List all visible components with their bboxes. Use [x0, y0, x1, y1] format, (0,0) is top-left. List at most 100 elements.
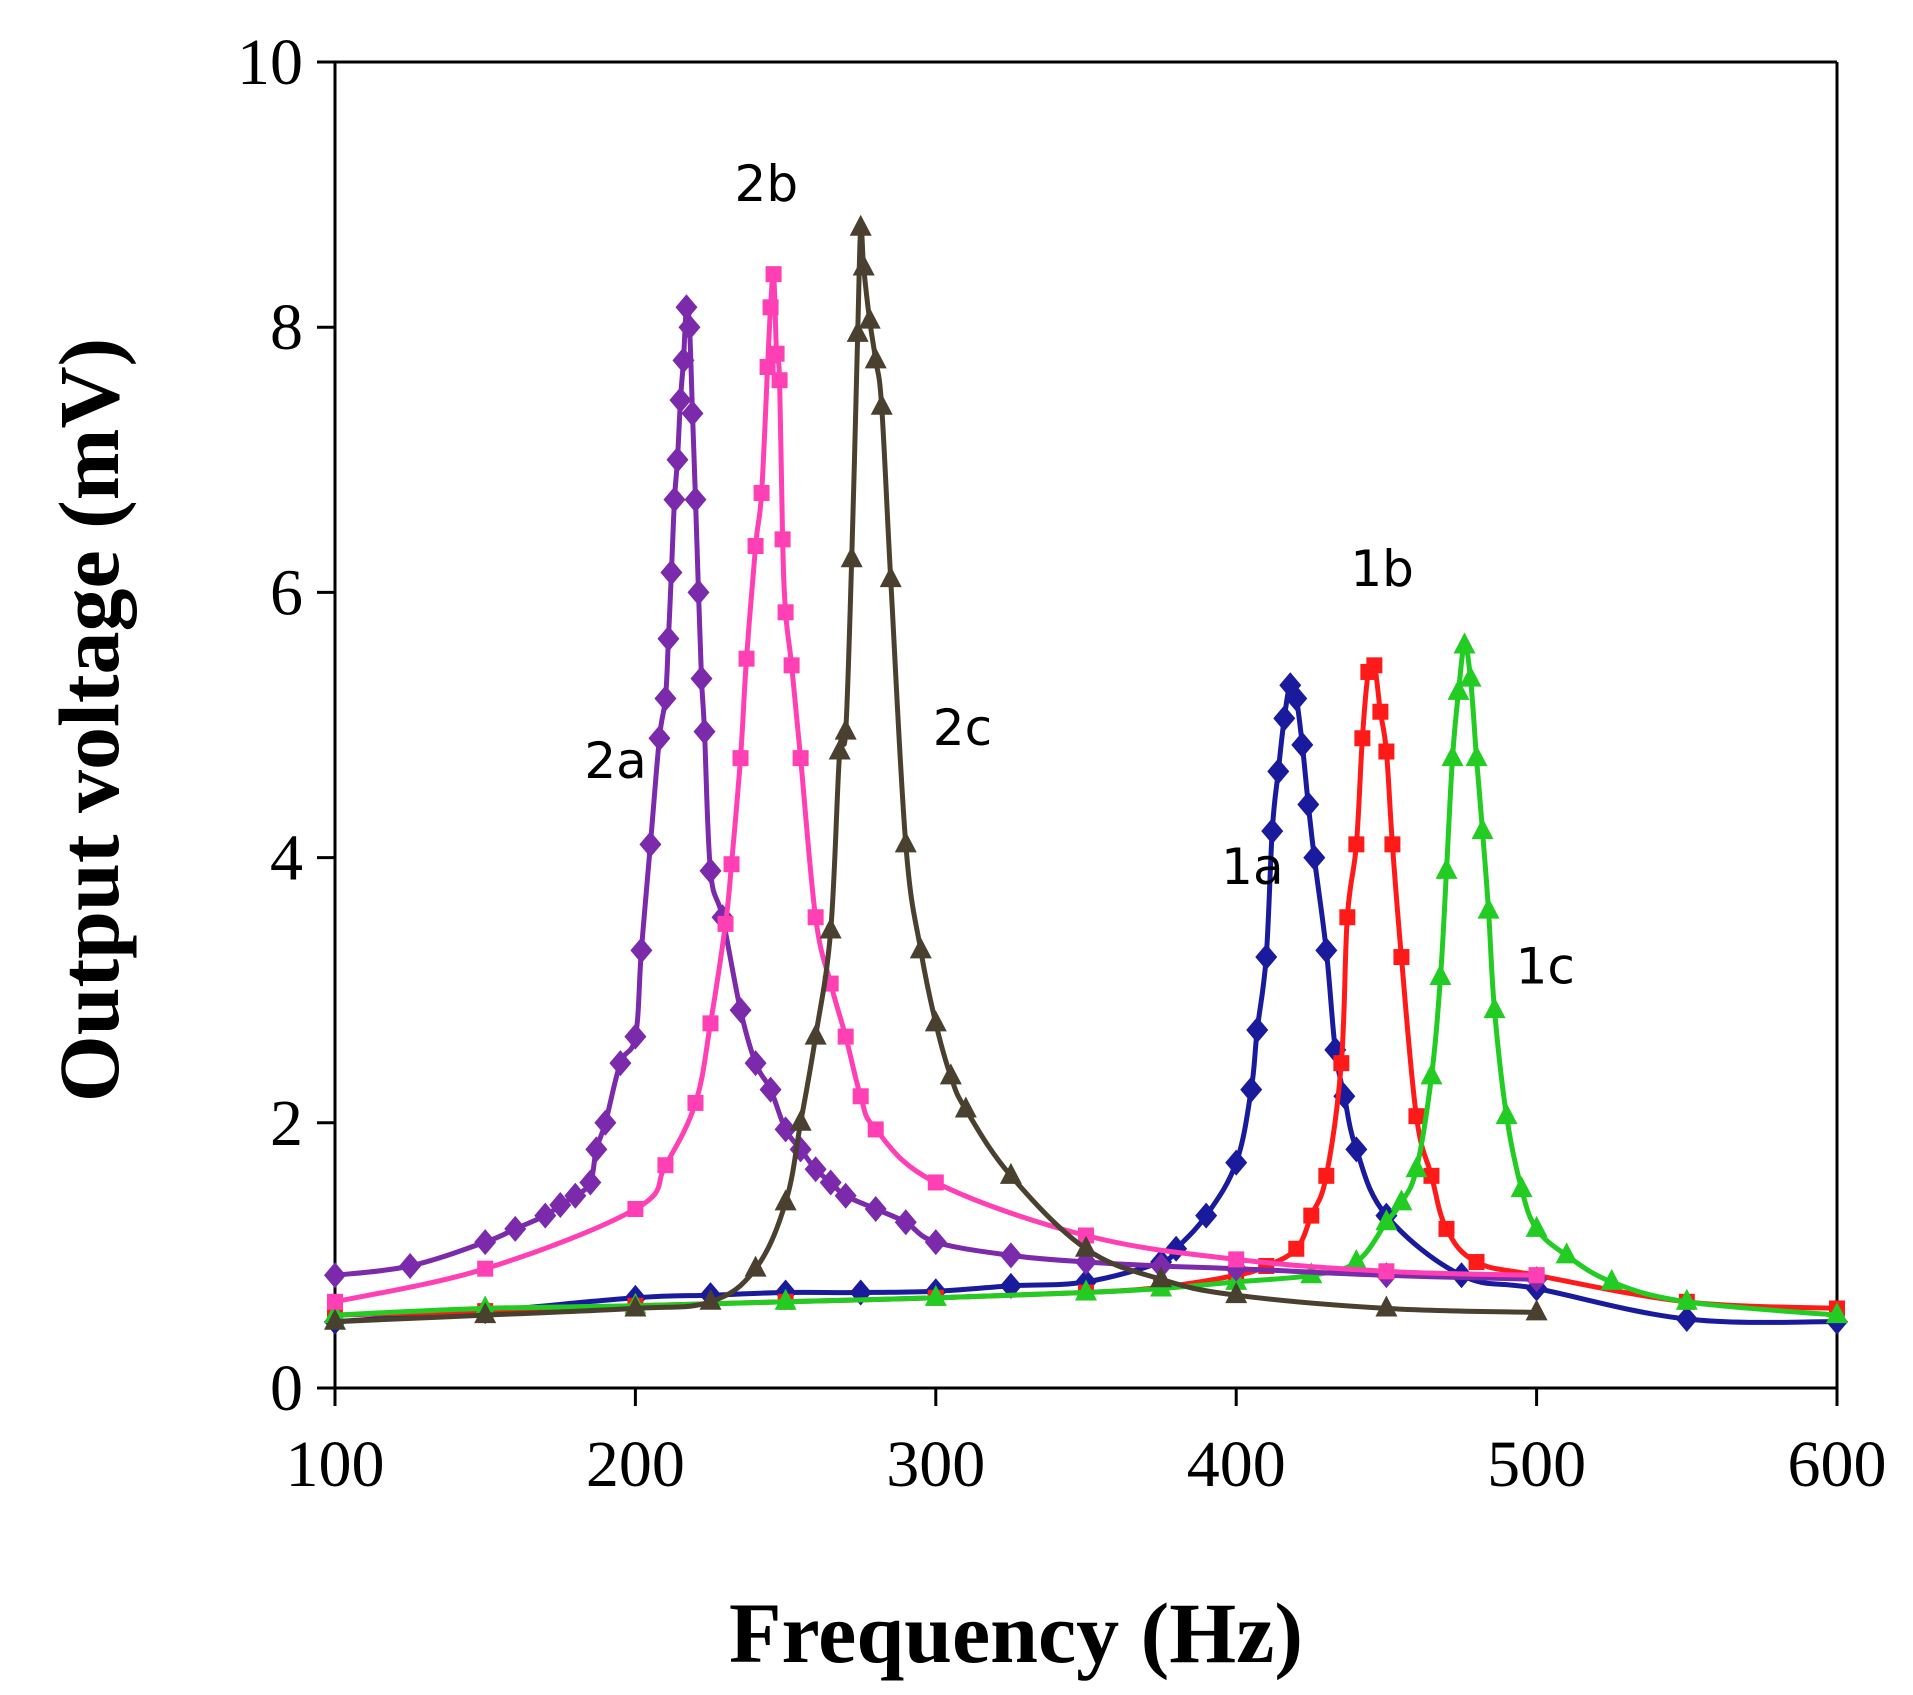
data-point-2a — [699, 857, 722, 884]
data-point-2a — [804, 1156, 827, 1183]
data-point-1b — [1468, 1254, 1485, 1271]
data-point-2b — [927, 1174, 944, 1191]
data-point-2a — [624, 1023, 647, 1050]
data-point-2b — [327, 1293, 343, 1310]
data-point-1b — [1378, 743, 1395, 760]
data-point-2a — [534, 1202, 557, 1229]
data-point-2b — [477, 1260, 494, 1277]
series-2b — [327, 266, 1545, 1310]
data-point-2c — [1150, 1266, 1173, 1288]
data-point-1b — [1366, 657, 1383, 674]
data-point-2b — [852, 1088, 869, 1105]
data-point-1c — [1429, 963, 1452, 985]
data-point-1c — [1471, 818, 1494, 840]
series-label-1a: 1a — [1221, 838, 1283, 896]
data-point-1a — [1675, 1306, 1698, 1333]
data-point-2c — [909, 937, 932, 959]
data-point-2b — [753, 484, 770, 501]
data-point-1c — [1453, 632, 1476, 654]
data-point-2a — [663, 486, 686, 513]
data-point-1a — [1225, 1149, 1248, 1176]
data-point-2b — [774, 531, 791, 548]
x-tick-label: 400 — [1187, 1428, 1286, 1501]
data-point-2c — [846, 320, 869, 342]
data-point-1b — [1333, 1055, 1350, 1072]
data-point-2a — [744, 1050, 767, 1077]
data-point-2a — [672, 347, 695, 374]
data-point-2a — [594, 1109, 617, 1136]
data-point-2c — [849, 214, 872, 236]
data-point-2a — [678, 314, 701, 341]
data-point-2c — [924, 1010, 947, 1032]
series-1c — [324, 632, 1848, 1324]
data-point-1c — [1390, 1189, 1413, 1211]
series-2c — [324, 214, 1548, 1330]
data-point-2a — [864, 1195, 887, 1222]
data-point-1a — [1240, 1076, 1263, 1103]
data-point-1a — [1303, 844, 1326, 871]
data-point-1c — [1826, 1302, 1848, 1324]
data-point-2c — [828, 738, 851, 760]
data-point-1b — [1339, 909, 1356, 926]
data-point-2b — [1378, 1263, 1395, 1280]
data-point-1a — [1297, 791, 1320, 818]
series-label-1c: 1c — [1516, 938, 1575, 996]
data-point-2b — [747, 537, 764, 554]
data-point-2c — [804, 1023, 827, 1045]
x-tick-label: 600 — [1788, 1428, 1887, 1501]
data-point-2c — [840, 546, 863, 568]
data-point-2b — [1228, 1251, 1245, 1268]
data-point-2b — [723, 856, 740, 873]
data-point-2c — [939, 1063, 962, 1085]
series-label-1b: 1b — [1350, 540, 1414, 598]
data-point-1c — [1465, 745, 1488, 767]
data-point-2c — [744, 1255, 767, 1277]
data-point-1b — [1288, 1240, 1305, 1257]
data-point-2a — [666, 446, 689, 473]
data-point-1a — [1195, 1202, 1218, 1229]
data-point-2b — [867, 1121, 884, 1138]
data-point-2a — [474, 1229, 497, 1256]
data-point-2a — [924, 1229, 947, 1256]
data-point-2b — [702, 1015, 719, 1032]
series-label-2c: 2c — [933, 699, 992, 757]
data-point-2b — [1078, 1227, 1094, 1244]
data-point-2a — [630, 937, 653, 964]
data-point-2c — [852, 254, 875, 276]
data-point-1b — [1438, 1220, 1455, 1237]
data-point-2c — [834, 718, 857, 740]
data-point-2b — [1528, 1267, 1545, 1284]
data-point-2b — [807, 909, 824, 926]
y-tick-label: 10 — [237, 26, 303, 99]
data-point-2c — [954, 1096, 977, 1118]
data-point-1c — [1420, 1063, 1443, 1085]
data-point-2b — [732, 750, 749, 767]
data-point-2a — [690, 665, 713, 692]
data-point-2a — [579, 1169, 602, 1196]
data-point-2a — [654, 685, 677, 712]
data-point-2c — [870, 393, 893, 415]
data-point-2c — [789, 1109, 812, 1131]
data-point-2c — [474, 1302, 497, 1324]
data-point-2c — [819, 917, 842, 939]
data-point-2a — [660, 559, 683, 586]
data-point-1c — [1345, 1249, 1368, 1271]
series-line-1a — [334, 681, 1838, 1325]
data-point-1c — [1555, 1242, 1578, 1264]
data-point-2c — [324, 1308, 346, 1330]
series-1b — [327, 657, 1845, 1324]
data-point-1a — [1261, 818, 1284, 845]
data-point-2a — [999, 1242, 1022, 1269]
axes: 0 2 4 6 8 10 100 200 300 400 500 600 — [237, 26, 1887, 1501]
data-point-2a — [693, 718, 716, 745]
series-layer — [324, 214, 1848, 1335]
y-tick-label: 8 — [270, 291, 303, 364]
data-point-1c — [1435, 857, 1458, 879]
data-point-2a — [834, 1182, 857, 1209]
data-point-2a — [759, 1076, 782, 1103]
data-point-2b — [768, 345, 785, 362]
data-point-1b — [1318, 1167, 1335, 1184]
data-point-1c — [1459, 665, 1482, 687]
data-point-2a — [675, 294, 698, 321]
data-point-1a — [1345, 1136, 1368, 1163]
